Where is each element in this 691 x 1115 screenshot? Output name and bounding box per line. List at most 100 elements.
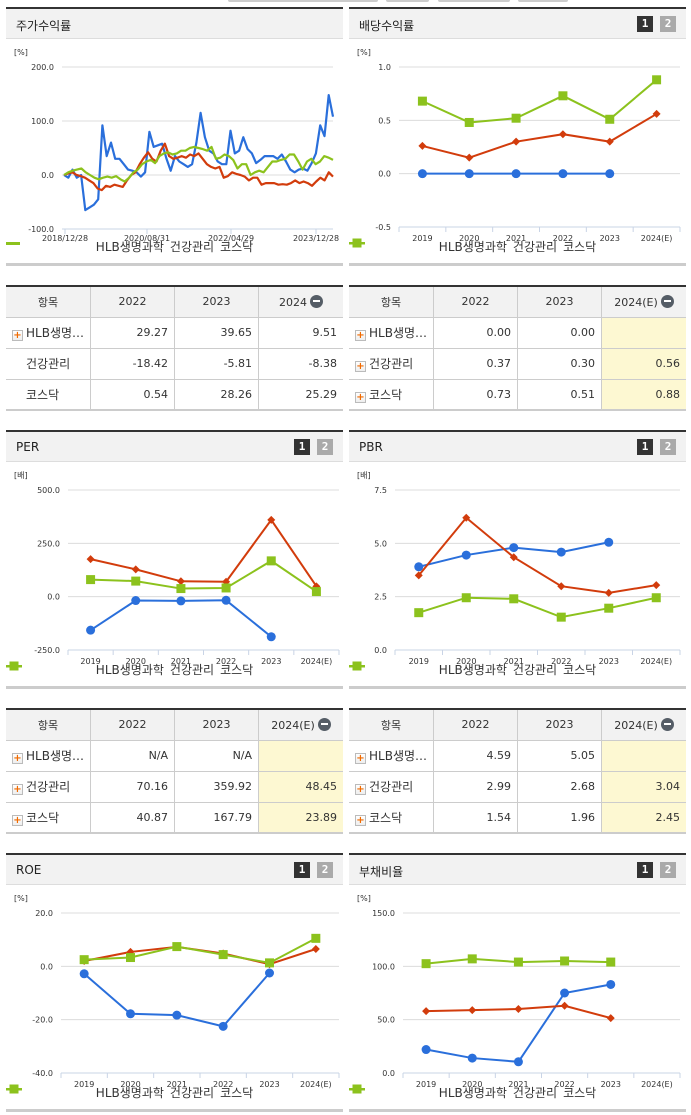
page-1-button[interactable]: 1 (637, 439, 653, 455)
page-2-button[interactable]: 2 (317, 439, 333, 455)
expand-icon[interactable]: + (355, 391, 366, 403)
panel-pager: 1 2 (637, 16, 676, 32)
legend-item[interactable]: 코스닥 (6, 1084, 253, 1101)
legend-label: 코스닥 (563, 663, 597, 677)
legend-item[interactable]: 코스닥 (349, 661, 597, 678)
expand-icon[interactable]: + (12, 814, 23, 826)
expand-icon[interactable]: + (355, 784, 366, 795)
page-1-button[interactable]: 1 (637, 16, 653, 32)
row-name: +코스닥 (6, 802, 92, 833)
table-row: + 코스닥 1.54 1.96 2.45 (349, 802, 686, 833)
cell-value-estimate (601, 317, 686, 349)
legend-item[interactable]: HLB생명과학 (6, 238, 164, 255)
y-tick-label: 5.0 (374, 539, 387, 548)
x-tick-label: 2024(E) (641, 234, 673, 243)
panel-title: 주가수익률 (16, 19, 72, 33)
expand-icon[interactable]: + (12, 330, 23, 341)
expand-icon[interactable]: + (355, 814, 366, 826)
square-swatch-icon (349, 1084, 365, 1094)
series-line (63, 145, 334, 183)
row-name: + HLB생명… (6, 317, 92, 349)
legend-item[interactable]: 코스닥 (349, 1084, 596, 1101)
x-tick-label: 2019 (412, 234, 432, 243)
cell-value-estimate: 2.45 (601, 802, 686, 833)
cell-value-estimate: 3.04 (601, 771, 686, 803)
row-name: +건강관리 (349, 348, 435, 380)
table-row: +건강관리 -18.42 -5.81 -8.38 (6, 348, 343, 380)
legend-item[interactable]: 건강관리 (6, 238, 215, 255)
legend-item[interactable]: 건강관리 (349, 238, 558, 255)
legend-item[interactable]: HLB생명과학 (6, 661, 164, 678)
row-name: + HLB생명… (349, 317, 435, 349)
panel-pager: 1 2 (637, 862, 676, 878)
panel-pager: 1 2 (637, 439, 676, 455)
legend-item[interactable]: 건강관리 (6, 661, 215, 678)
top-tab-3[interactable] (438, 0, 510, 2)
collapse-icon[interactable] (660, 717, 674, 731)
col-header-2023: 2023 (517, 709, 603, 741)
legend-item[interactable]: 건강관리 (349, 661, 557, 678)
legend-item[interactable]: HLB생명과학 (6, 1084, 164, 1101)
x-tick-label: 2018/12/28 (42, 234, 88, 243)
y-tick-label: 20.0 (35, 909, 53, 918)
expand-icon[interactable]: + (355, 753, 366, 764)
row-name: + HLB생명… (349, 740, 435, 772)
x-tick-label: 2020/08/31 (124, 234, 170, 243)
panel-pager: 1 2 (294, 439, 333, 455)
y-axis-unit: [%] (357, 48, 371, 57)
x-tick-label: 2020 (456, 657, 476, 666)
legend-label: 건강관리 (512, 240, 558, 254)
legend-item[interactable]: 코스닥 (6, 661, 254, 678)
y-tick-label: 0.0 (47, 593, 60, 602)
series-line (418, 596, 657, 619)
expand-icon[interactable]: + (12, 784, 23, 795)
cell-value: 5.05 (517, 740, 603, 772)
legend-item[interactable]: HLB생명과학 (349, 661, 507, 678)
page-2-button[interactable]: 2 (317, 862, 333, 878)
page-1-button[interactable]: 1 (294, 862, 310, 878)
table-row: +코스닥 0.54 28.26 25.29 (6, 379, 343, 410)
y-tick-label: 7.5 (374, 486, 387, 495)
y-tick-label: 50.0 (377, 1016, 395, 1025)
legend-item[interactable]: HLB생명과학 (349, 1084, 507, 1101)
page-1-button[interactable]: 1 (637, 862, 653, 878)
page-2-button[interactable]: 2 (660, 862, 676, 878)
collapse-icon[interactable] (660, 294, 674, 308)
legend-label: 건강관리 (169, 663, 215, 677)
legend-label: 코스닥 (220, 663, 254, 677)
table-row: + HLB생명… 29.27 39.65 9.51 (6, 317, 343, 349)
expand-icon[interactable]: + (12, 753, 23, 764)
top-tab-2[interactable] (386, 0, 429, 2)
cell-value: 167.79 (174, 802, 260, 833)
per-table: 항목 2022 2023 2024(E) + HLB생명… N/A N/A + 건강… (6, 708, 343, 834)
legend-item[interactable]: 코스닥 (349, 238, 597, 255)
cell-value: N/A (174, 740, 260, 772)
legend-item[interactable]: HLB생명과학 (349, 238, 507, 255)
cell-value: 2.68 (517, 771, 603, 803)
cell-value: 2.99 (433, 771, 519, 803)
legend-label: 건강관리 (169, 240, 215, 254)
y-tick-label: 0.5 (378, 116, 391, 125)
expand-icon[interactable]: + (355, 361, 366, 372)
legend-label: 코스닥 (563, 240, 597, 254)
top-tab-4[interactable] (518, 0, 568, 2)
series-line (425, 983, 611, 1063)
col-header-2023: 2023 (174, 709, 260, 741)
legend-item[interactable]: 코스닥 (6, 238, 253, 255)
page-2-button[interactable]: 2 (660, 16, 676, 32)
expand-icon[interactable]: + (355, 330, 366, 341)
chart-legend: HLB생명과학 건강관리 코스닥 (6, 661, 343, 678)
top-tab-strip (0, 0, 691, 3)
col-header-2023: 2023 (174, 286, 260, 318)
page-2-button[interactable]: 2 (660, 439, 676, 455)
legend-item[interactable]: 건강관리 (349, 1084, 557, 1101)
legend-label: HLB생명과학 (438, 240, 507, 254)
page-1-button[interactable]: 1 (294, 439, 310, 455)
collapse-icon[interactable] (310, 294, 324, 308)
legend-item[interactable]: 건강관리 (6, 1084, 214, 1101)
cell-value: 0.73 (433, 379, 519, 410)
collapse-icon[interactable] (317, 717, 331, 731)
legend-label: HLB생명과학 (95, 240, 164, 254)
top-tab-1[interactable] (228, 0, 378, 2)
